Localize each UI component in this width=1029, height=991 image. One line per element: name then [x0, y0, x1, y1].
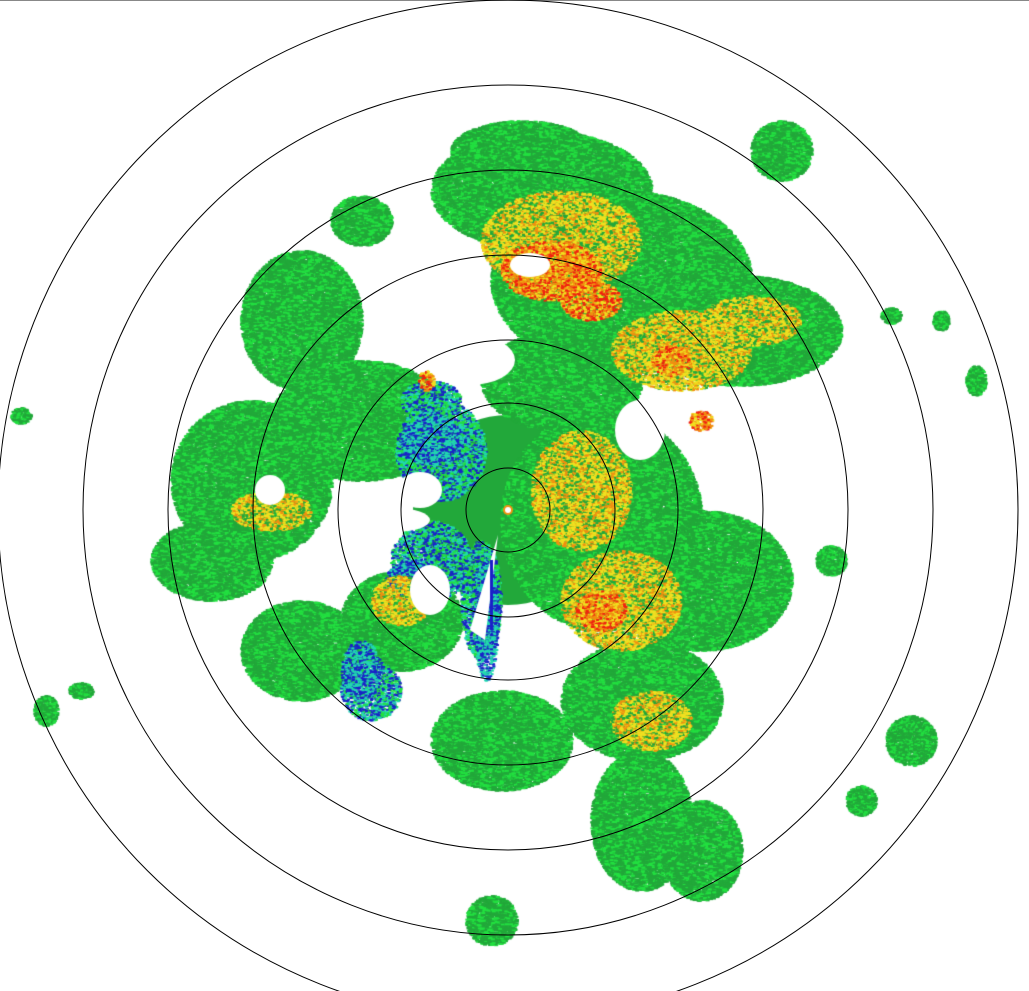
range-ring-6 [82, 84, 934, 936]
range-ring-2 [400, 402, 616, 618]
range-ring-3 [337, 339, 679, 681]
range-ring-5 [167, 169, 849, 851]
range-ring-4 [252, 254, 764, 766]
range-ring-1 [465, 467, 551, 553]
